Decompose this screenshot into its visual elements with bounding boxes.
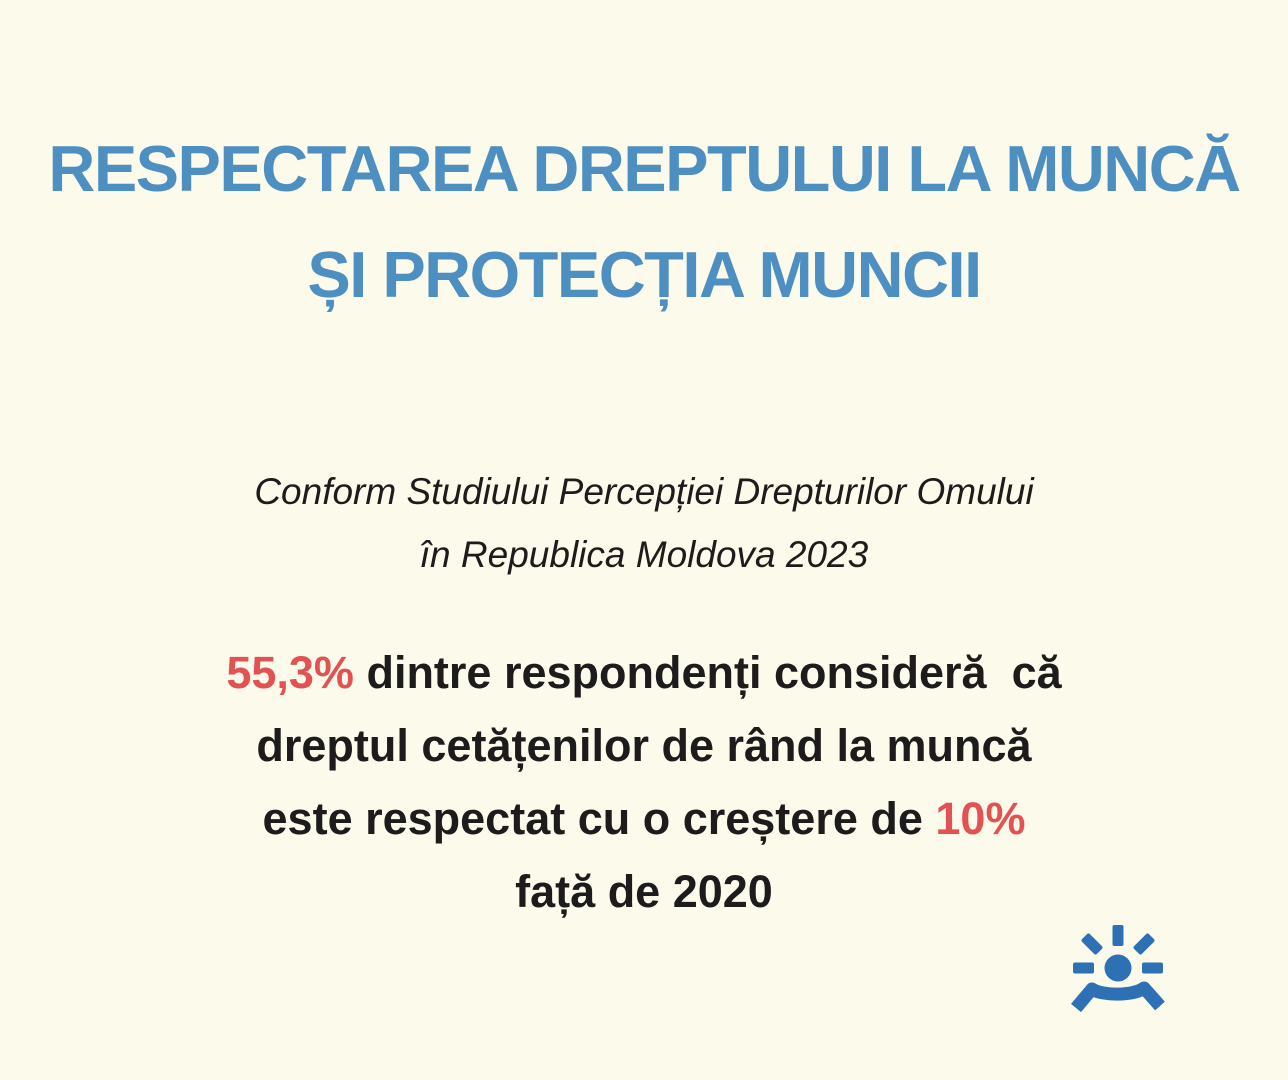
text-line: față de 2020 [0,855,1288,928]
text-run: dintre respondenți consideră că [353,647,1062,698]
ombudsman-logo [1066,921,1166,1017]
text-line: dreptul cetățenilor de rând la muncă [0,709,1288,782]
highlighted-value: 55,3% [226,647,354,698]
study-source-subtitle: Conform Studiului Percepției Drepturilor… [0,328,1288,586]
highlighted-value: 10% [935,793,1026,844]
text-run: dreptul cetățenilor de rând la muncă [256,720,1032,771]
text-run: este respectat cu o creștere de [262,793,936,844]
sun-eye-icon [1071,925,1165,1013]
page-title: RESPECTAREA DREPTULUI LA MUNCĂ ȘI PROTECȚ… [0,0,1288,328]
text-line: 55,3% dintre respondenți consideră că [0,636,1288,709]
text-line: este respectat cu o creștere de 10% [0,782,1288,855]
text-line: în Republica Moldova 2023 [419,534,869,575]
statistic-text: 55,3% dintre respondenți consideră că dre… [0,586,1288,928]
text-line: RESPECTAREA DREPTULUI LA MUNCĂ [48,132,1241,205]
text-line: ȘI PROTECȚIA MUNCII [307,238,982,311]
text-run: față de 2020 [515,866,773,917]
text-line: Conform Studiului Percepției Drepturilor… [254,471,1034,512]
